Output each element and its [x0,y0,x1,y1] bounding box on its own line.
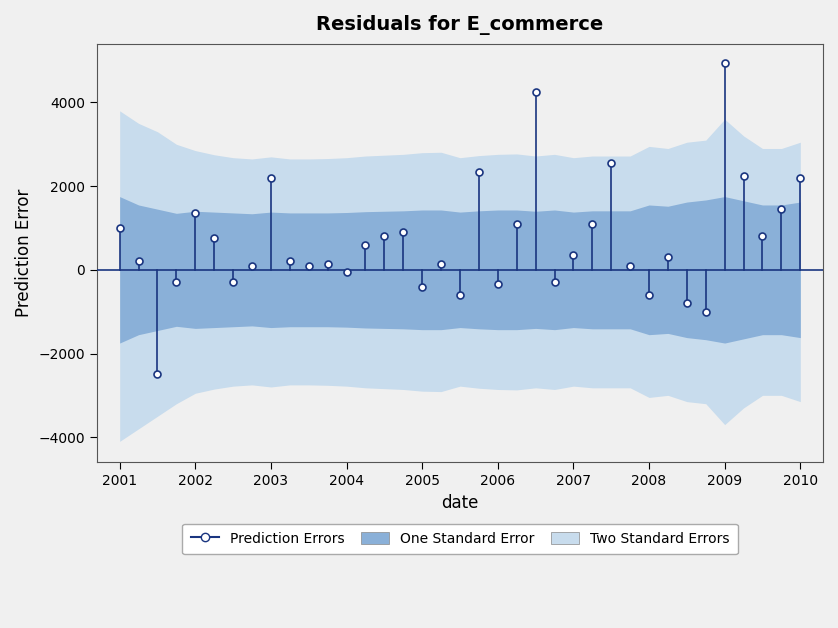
Legend: Prediction Errors, One Standard Error, Two Standard Errors: Prediction Errors, One Standard Error, T… [183,524,737,555]
X-axis label: date: date [442,494,478,512]
Y-axis label: Prediction Error: Prediction Error [15,189,33,317]
Title: Residuals for E_commerce: Residuals for E_commerce [317,15,603,35]
